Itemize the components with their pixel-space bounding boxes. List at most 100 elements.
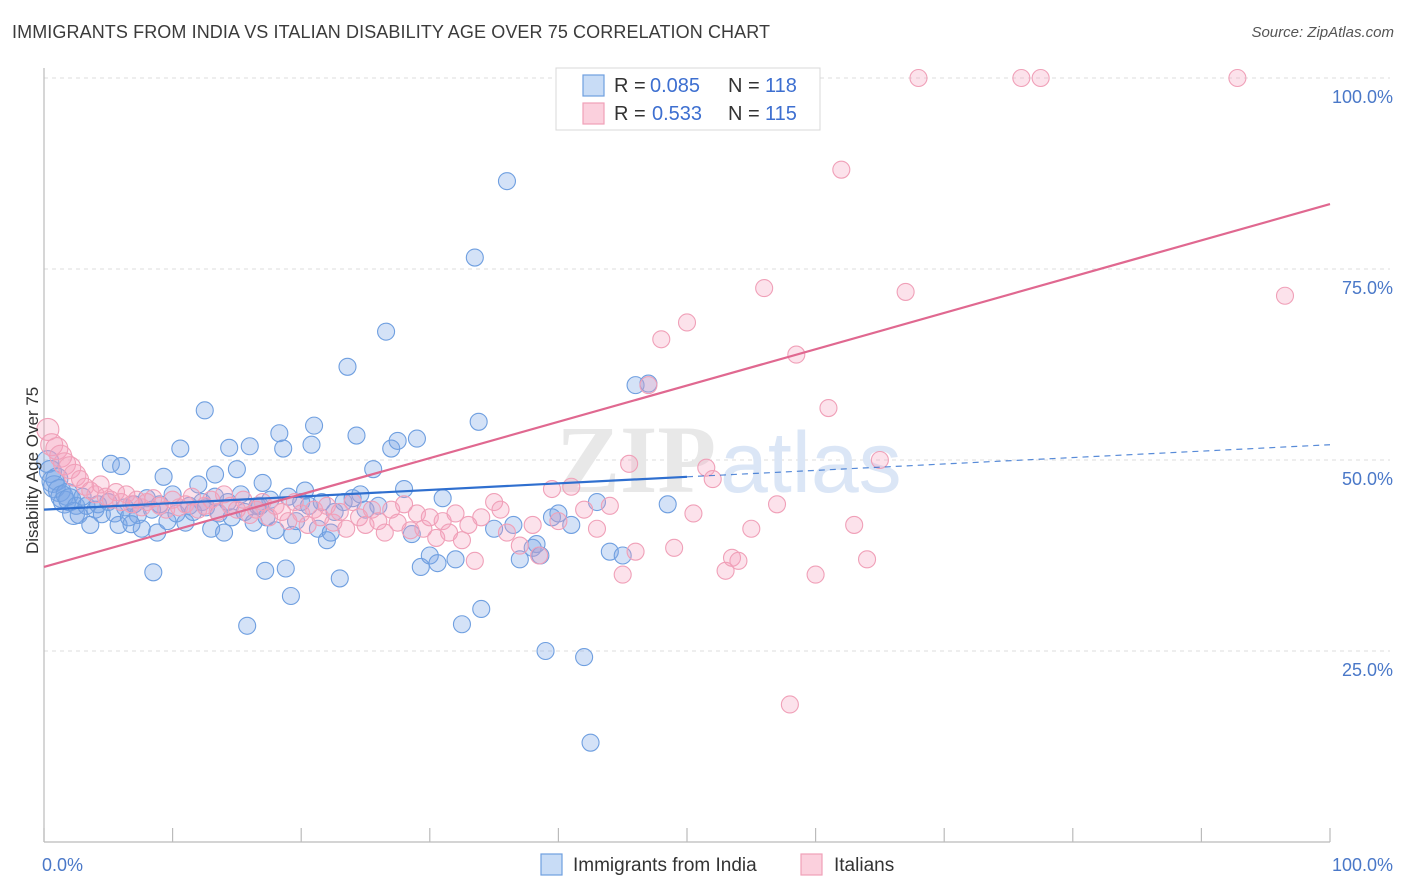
india-point — [283, 525, 302, 544]
italians-point — [530, 546, 549, 565]
italians-point — [729, 551, 748, 570]
india-point — [132, 519, 151, 538]
india-point — [575, 648, 594, 667]
italians-point — [819, 398, 838, 418]
trend-lines — [43, 203, 1331, 569]
italians-point — [870, 450, 889, 470]
italians-point — [806, 565, 825, 584]
india-point — [420, 546, 439, 565]
india-point — [281, 586, 300, 606]
bottom-legend: Immigrants from India Italians — [540, 853, 894, 876]
india-point — [302, 435, 321, 454]
italians-point — [446, 504, 465, 523]
india-point — [465, 248, 484, 267]
bottom-legend-label-blue: Immigrants from India — [573, 855, 757, 876]
italians-point — [549, 512, 568, 531]
india-point — [388, 431, 407, 450]
x-tick-labels: 0.0% 100.0% — [42, 855, 1393, 875]
italians-point — [117, 485, 136, 504]
italians-point — [362, 500, 381, 519]
legend: R = 0.085 N = 118 R = 0.533 N = 115 — [555, 67, 821, 131]
legend-r-value-1: 0.085 — [650, 75, 700, 97]
italians-point — [896, 282, 915, 301]
india-point — [227, 460, 246, 479]
legend-r-label-1: R = — [614, 75, 646, 97]
series-italians-points — [36, 68, 1295, 714]
india-point — [347, 426, 366, 445]
bottom-legend-label-pink: Italians — [834, 855, 894, 876]
chart-source: Source: ZipAtlas.com — [1251, 24, 1394, 41]
italians-point — [742, 519, 761, 538]
italians-point — [144, 489, 163, 508]
italians-point — [375, 523, 394, 542]
india-trend-extension — [686, 444, 1331, 478]
italians-point — [472, 508, 491, 527]
india-point — [382, 439, 401, 458]
india-point — [253, 473, 272, 492]
legend-swatch-pink — [582, 102, 605, 125]
x-tick-label-max: 100.0% — [1332, 855, 1393, 875]
bottom-legend-swatch-blue — [540, 853, 563, 876]
y-tick-label-25: 25.0% — [1342, 660, 1393, 680]
y-tick-label-50: 50.0% — [1342, 469, 1393, 489]
india-point — [109, 515, 128, 534]
italians-point — [780, 695, 799, 714]
italians-point — [491, 500, 510, 519]
india-point — [238, 616, 257, 635]
italians-point — [677, 313, 697, 332]
india-point — [658, 495, 677, 514]
india-trend-line — [43, 475, 688, 511]
italians-point — [857, 550, 877, 569]
india-point — [469, 412, 488, 431]
india-point — [452, 615, 472, 634]
india-point — [407, 429, 426, 448]
india-point — [549, 504, 568, 523]
india-point — [377, 322, 396, 341]
india-point — [214, 523, 234, 542]
italians-point — [214, 485, 234, 504]
india-point — [536, 641, 555, 661]
x-tick-label-min: 0.0% — [42, 855, 83, 875]
italians-point — [510, 536, 529, 555]
india-point — [433, 489, 452, 508]
gridlines — [44, 77, 1390, 652]
italians-point — [485, 492, 504, 512]
india-point — [428, 554, 447, 573]
italians-point — [1031, 68, 1050, 88]
india-point — [171, 439, 190, 458]
italians-point — [613, 565, 632, 584]
india-point — [276, 559, 295, 578]
italians-point — [832, 160, 851, 179]
italians-point — [703, 470, 722, 489]
italians-point — [1228, 68, 1247, 88]
india-point — [195, 401, 214, 420]
italians-point — [767, 495, 787, 514]
axes — [43, 68, 1331, 843]
italians-point — [414, 519, 433, 538]
legend-swatch-blue — [582, 74, 605, 97]
italians-point — [36, 417, 60, 441]
italians-point — [465, 551, 484, 570]
italians-point — [523, 515, 542, 534]
india-point — [154, 467, 173, 486]
italians-point — [845, 515, 864, 534]
legend-n-label-2: N = — [728, 103, 760, 125]
italians-point — [337, 519, 356, 538]
india-point — [69, 505, 88, 525]
italians-point — [755, 279, 774, 298]
italians-point — [600, 496, 619, 515]
india-point — [220, 438, 239, 457]
india-point — [497, 172, 517, 191]
india-point — [330, 569, 349, 588]
italians-point — [639, 376, 658, 395]
italians-trend-line — [43, 203, 1331, 569]
india-point — [122, 515, 141, 534]
y-tick-label-75: 75.0% — [1342, 278, 1393, 298]
y-tick-labels: 25.0% 50.0% 75.0% 100.0% — [1332, 87, 1393, 680]
italians-point — [330, 502, 349, 522]
india-point — [274, 439, 293, 458]
italians-point — [575, 500, 594, 519]
legend-r-value-2: 0.533 — [652, 103, 702, 125]
legend-n-label-1: N = — [728, 75, 760, 97]
